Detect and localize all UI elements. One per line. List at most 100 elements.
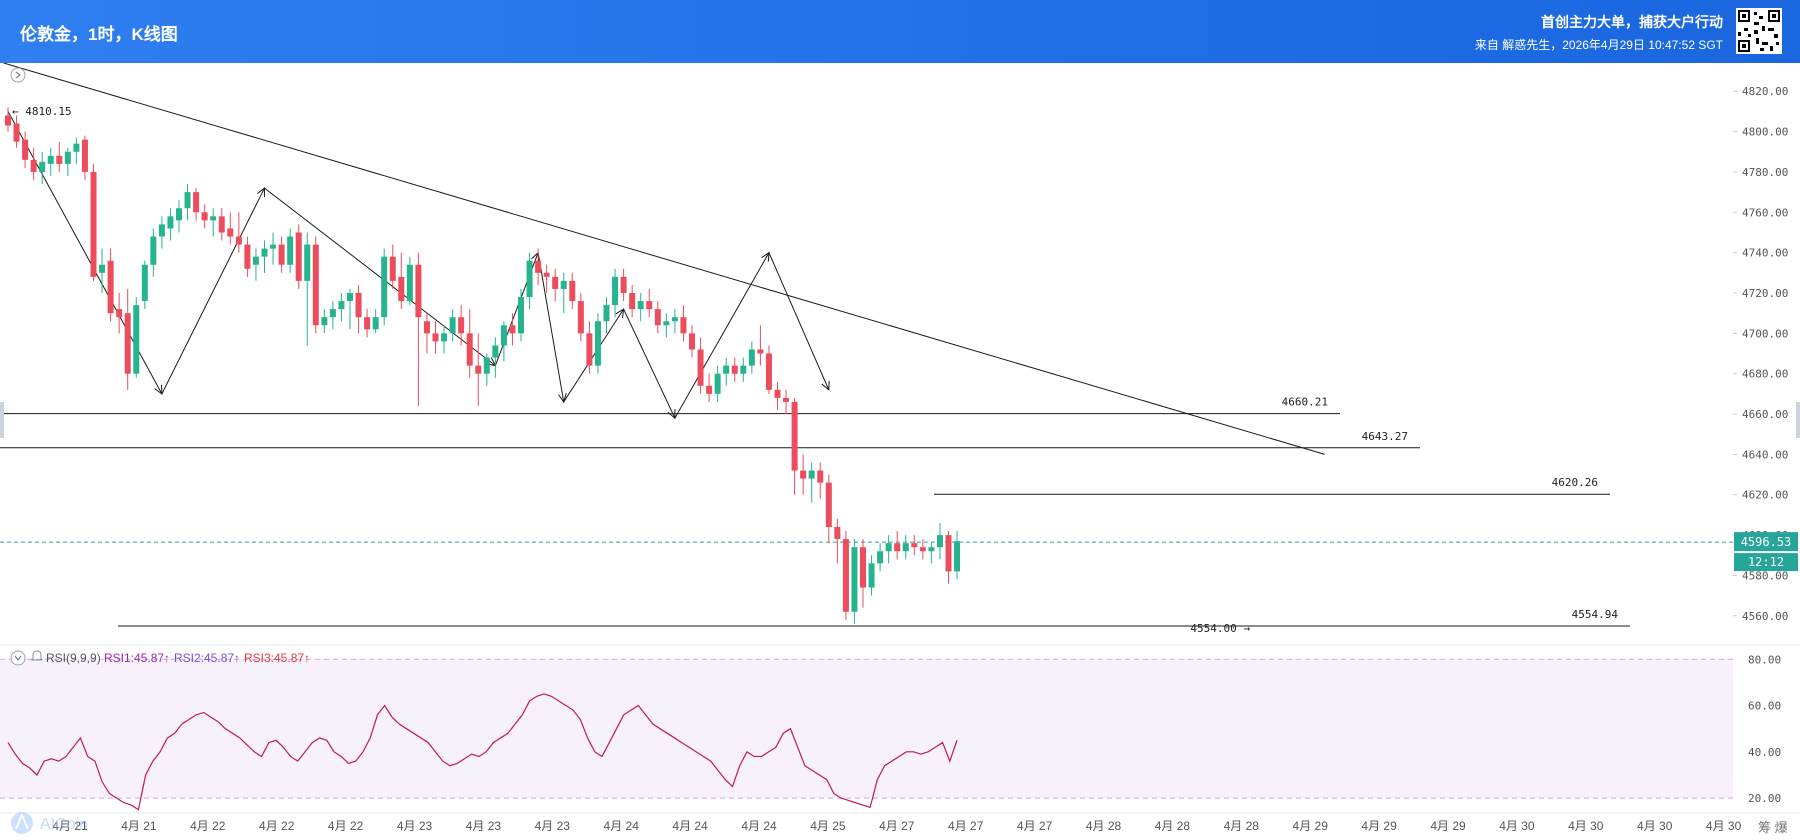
candle[interactable]	[338, 292, 345, 322]
candle[interactable]	[834, 518, 841, 564]
candle[interactable]	[449, 309, 456, 342]
candle[interactable]	[817, 462, 824, 499]
candle[interactable]	[483, 353, 490, 386]
candle[interactable]	[201, 204, 208, 229]
candle[interactable]	[518, 288, 524, 342]
candle[interactable]	[894, 531, 901, 560]
candle[interactable]	[184, 184, 191, 221]
candle[interactable]	[210, 208, 217, 237]
candle[interactable]	[911, 535, 918, 556]
candle[interactable]	[133, 297, 140, 378]
candle[interactable]	[22, 131, 29, 168]
candle[interactable]	[654, 301, 661, 334]
candle[interactable]	[81, 135, 88, 181]
candle[interactable]	[697, 337, 704, 394]
candle[interactable]	[902, 535, 909, 560]
candle[interactable]	[372, 309, 379, 334]
candle[interactable]	[90, 163, 97, 281]
candle[interactable]	[791, 397, 798, 495]
candle[interactable]	[689, 325, 695, 358]
chart-area[interactable]: 4820.00 4800.00 4780.00 4760.00 4740.00 4720.…	[0, 63, 1800, 840]
candle[interactable]	[158, 216, 165, 249]
candle[interactable]	[877, 543, 884, 572]
left-scroll-handle[interactable]	[0, 402, 4, 438]
candle[interactable]	[671, 309, 678, 334]
candle[interactable]	[329, 301, 336, 330]
candle[interactable]	[193, 188, 200, 221]
candle[interactable]	[64, 147, 71, 176]
candle[interactable]	[295, 224, 302, 289]
candle[interactable]	[954, 531, 961, 580]
candle[interactable]	[603, 297, 610, 334]
candle[interactable]	[39, 151, 46, 185]
candle[interactable]	[364, 309, 371, 338]
candle[interactable]	[612, 268, 619, 318]
candle[interactable]	[441, 325, 448, 354]
candle[interactable]	[261, 240, 268, 273]
candle[interactable]	[868, 555, 875, 596]
candle[interactable]	[355, 284, 362, 334]
candle[interactable]	[141, 260, 148, 310]
candle[interactable]	[500, 321, 507, 362]
candle[interactable]	[423, 313, 430, 354]
candle[interactable]	[124, 288, 131, 390]
candle[interactable]	[851, 539, 858, 624]
candle[interactable]	[808, 462, 815, 503]
candle[interactable]	[244, 236, 251, 277]
candle[interactable]	[569, 272, 576, 310]
candle[interactable]	[629, 284, 636, 318]
candle[interactable]	[748, 341, 755, 374]
candle[interactable]	[415, 252, 422, 406]
candle[interactable]	[218, 208, 225, 241]
candle[interactable]	[56, 141, 63, 172]
candle[interactable]	[535, 248, 542, 285]
candle[interactable]	[620, 268, 627, 302]
candle[interactable]	[757, 325, 764, 366]
candle[interactable]	[278, 236, 285, 273]
candle[interactable]	[945, 531, 952, 584]
candle[interactable]	[860, 539, 866, 608]
candle[interactable]	[30, 147, 37, 181]
candle[interactable]	[842, 531, 849, 620]
candle[interactable]	[646, 288, 653, 318]
collapse-rsi-icon[interactable]	[10, 650, 26, 666]
candle[interactable]	[492, 337, 499, 378]
candle[interactable]	[287, 228, 294, 273]
candle[interactable]	[312, 236, 319, 334]
candle[interactable]	[116, 292, 123, 334]
candle[interactable]	[167, 208, 174, 241]
candle[interactable]	[825, 474, 832, 544]
candle[interactable]	[560, 272, 567, 314]
bell-icon[interactable]	[31, 650, 43, 661]
candle[interactable]	[783, 389, 790, 415]
candle[interactable]	[150, 228, 157, 277]
candle[interactable]	[389, 244, 396, 289]
candle[interactable]	[176, 200, 182, 233]
candle[interactable]	[432, 321, 439, 354]
candle[interactable]	[663, 313, 670, 338]
candle[interactable]	[458, 305, 465, 346]
candle[interactable]	[406, 256, 413, 306]
candle[interactable]	[381, 248, 388, 326]
candle[interactable]	[680, 305, 687, 342]
candle[interactable]	[774, 381, 781, 411]
candle[interactable]	[270, 232, 277, 265]
candle[interactable]	[586, 321, 593, 374]
candle[interactable]	[107, 248, 114, 322]
candle[interactable]	[13, 115, 20, 148]
candle[interactable]	[919, 539, 926, 560]
candle[interactable]	[740, 357, 747, 382]
candle[interactable]	[936, 522, 943, 560]
candle[interactable]	[577, 292, 584, 342]
candle[interactable]	[885, 535, 892, 564]
candle[interactable]	[928, 543, 935, 564]
trend-line[interactable]	[3, 63, 1325, 455]
candle[interactable]	[398, 252, 405, 310]
candle[interactable]	[466, 309, 473, 378]
candle[interactable]	[594, 313, 601, 374]
candle[interactable]	[543, 264, 550, 293]
candle[interactable]	[526, 252, 533, 310]
candle[interactable]	[714, 365, 721, 402]
candle[interactable]	[637, 292, 644, 322]
candle[interactable]	[475, 333, 482, 406]
